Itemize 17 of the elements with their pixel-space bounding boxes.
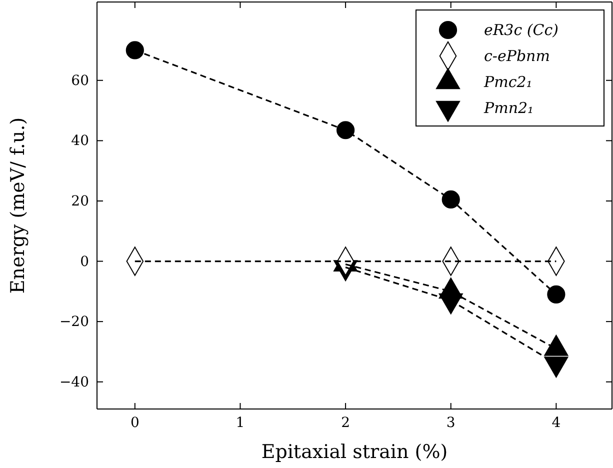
y-tick-label: 0 xyxy=(80,254,89,270)
x-tick-label: 2 xyxy=(341,414,350,431)
x-tick-label: 0 xyxy=(130,414,140,431)
legend-label: Pmn2₁ xyxy=(483,99,534,117)
y-tick-label: −40 xyxy=(59,374,89,390)
y-tick-label: −20 xyxy=(59,314,89,330)
x-tick-label: 3 xyxy=(446,414,456,431)
y-tick-label: 20 xyxy=(71,193,89,210)
legend-label: eR3c (Cc) xyxy=(484,21,559,39)
y-axis-title: Energy (meV/ f.u.) xyxy=(7,117,29,294)
x-tick-label: 1 xyxy=(236,414,245,431)
y-tick-label: 40 xyxy=(71,133,89,150)
x-axis-title: Epitaxial strain (%) xyxy=(261,441,448,463)
legend-label: Pmc2₁ xyxy=(483,73,532,91)
y-tick-label: 60 xyxy=(71,72,89,89)
legend-label: c-ePbnm xyxy=(484,47,550,65)
x-tick-label: 4 xyxy=(552,414,561,431)
